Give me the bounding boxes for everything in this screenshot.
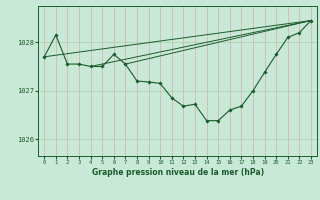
X-axis label: Graphe pression niveau de la mer (hPa): Graphe pression niveau de la mer (hPa) <box>92 168 264 177</box>
